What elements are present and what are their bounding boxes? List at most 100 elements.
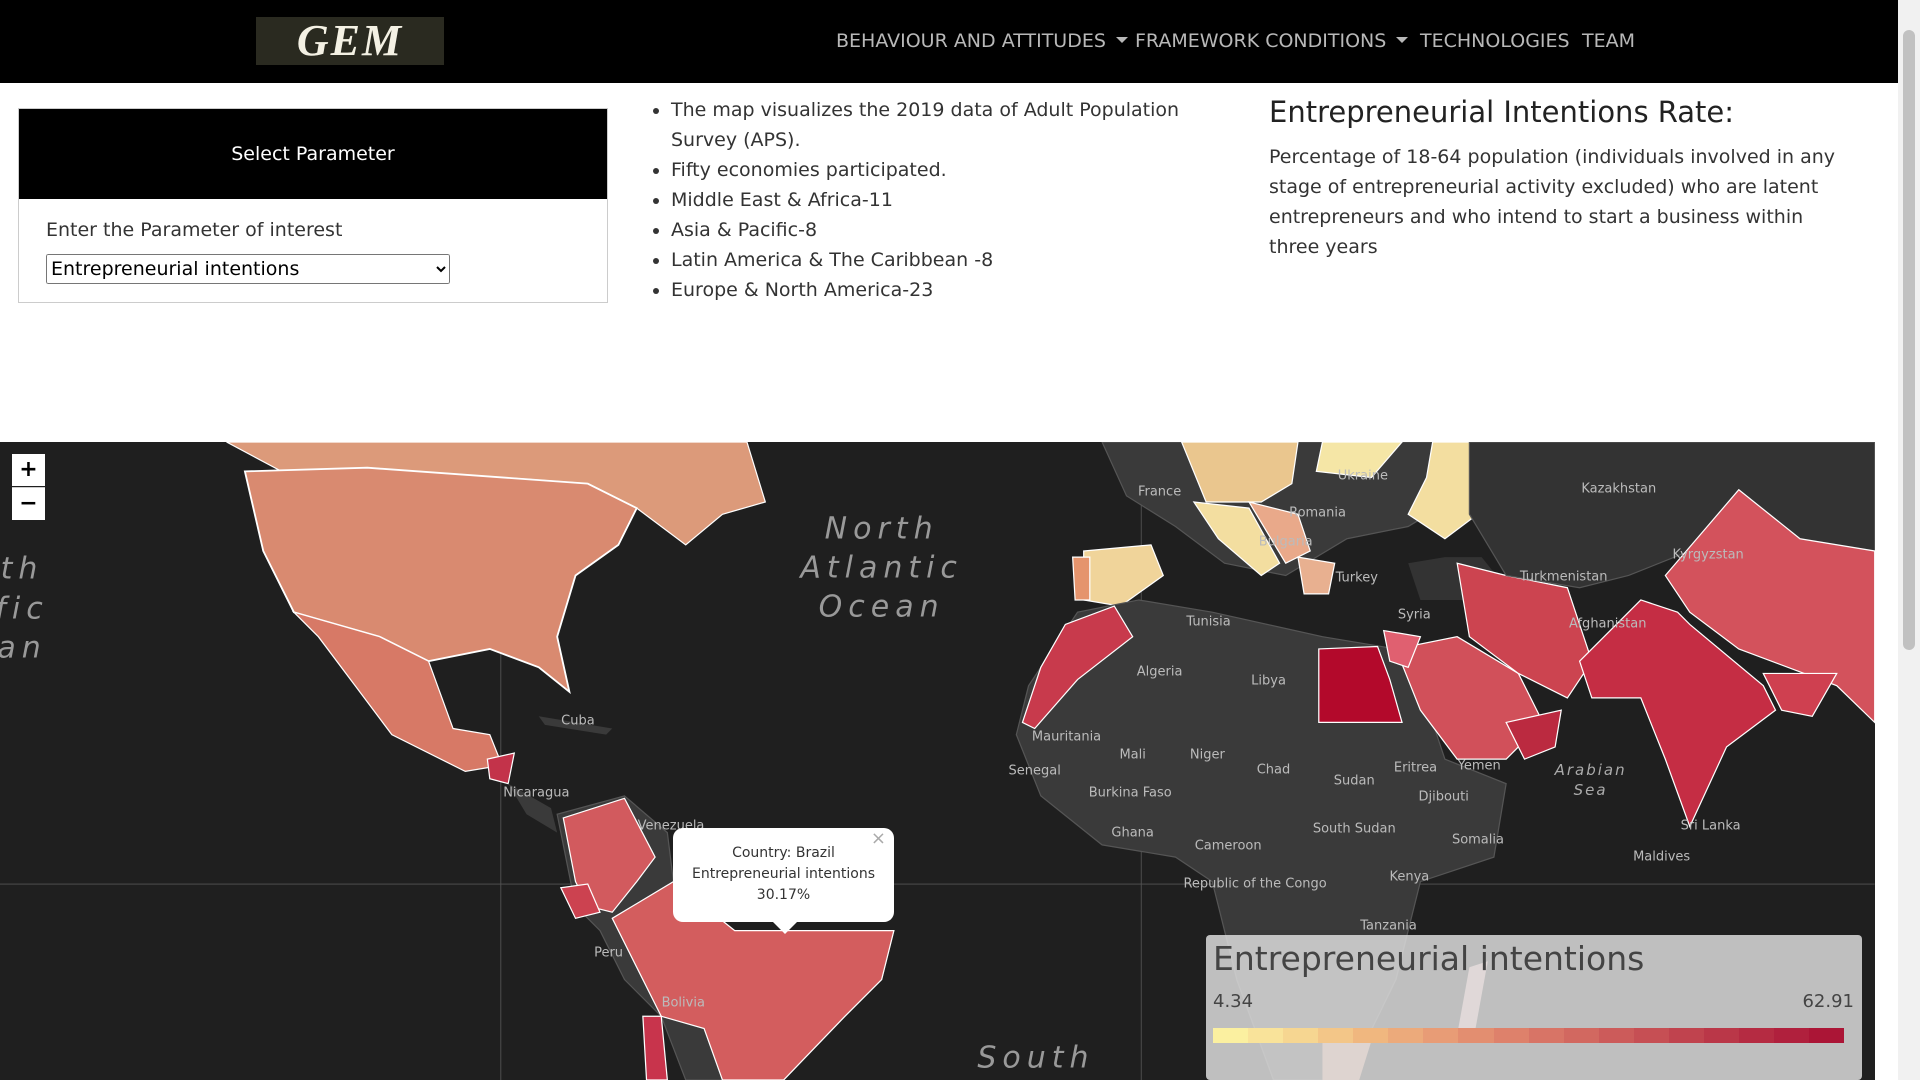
map-label: th [0, 551, 44, 587]
legend-colorbar [1213, 1028, 1845, 1043]
legend-swatch [1423, 1028, 1459, 1043]
map-label: Algeria [1136, 664, 1183, 680]
map-shapes [0, 442, 1875, 1080]
map-label: Romania [1289, 505, 1346, 521]
tooltip-value: 30.17% [756, 887, 811, 903]
tooltip-country: Country: Brazil [732, 845, 835, 861]
map-label: Sea [1573, 780, 1608, 799]
scroll-thumb[interactable] [1903, 30, 1915, 650]
info-list: The map visualizes the 2019 data of Adul… [644, 95, 1251, 305]
map-label: Afghanistan [1569, 616, 1647, 632]
map-label: Libya [1251, 673, 1286, 689]
map-label: Syria [1397, 607, 1431, 623]
zoom-in[interactable]: + [12, 454, 45, 486]
legend-swatch [1248, 1028, 1284, 1043]
legend-min: 4.34 [1213, 991, 1254, 1012]
map-label: Djibouti [1418, 789, 1469, 805]
map-label: Turkmenistan [1519, 569, 1608, 585]
map-tooltip: × Country: Brazil Entrepreneurial intent… [673, 828, 894, 934]
legend-swatch [1563, 1028, 1599, 1043]
info-bullet: Latin America & The Caribbean -8 [671, 245, 1251, 275]
map-label: Cameroon [1194, 838, 1262, 854]
logo[interactable]: GEM [256, 17, 444, 65]
map-label: Ghana [1111, 825, 1154, 841]
tooltip-close[interactable]: × [870, 828, 886, 849]
legend-max: 62.91 [1802, 991, 1854, 1012]
map-label: France [1137, 484, 1182, 500]
map-label: South [977, 1040, 1095, 1076]
map-label: Arabian [1554, 761, 1627, 780]
legend-swatch [1318, 1028, 1354, 1043]
map-label: Maldives [1633, 849, 1691, 865]
map-label: Bulgaria [1258, 534, 1313, 550]
legend-swatch [1668, 1028, 1704, 1043]
map-label: Peru [594, 945, 624, 961]
parameter-select[interactable]: Entrepreneurial intentions [46, 254, 450, 284]
info-bullet: Asia & Pacific-8 [671, 215, 1251, 245]
navbar: GEM BEHAVIOUR AND ATTITUDES FRAMEWORK CO… [0, 0, 1898, 83]
info-bullet: The map visualizes the 2019 data of Adul… [671, 95, 1251, 155]
map-label: Sudan [1333, 773, 1375, 789]
legend-swatch [1458, 1028, 1494, 1043]
map-label: Senegal [1008, 763, 1061, 779]
map-label: Ukraine [1337, 468, 1388, 484]
info-bullet: Middle East & Africa-11 [671, 185, 1251, 215]
map-label: Atlantic [800, 550, 963, 586]
legend-swatch [1353, 1028, 1389, 1043]
legend-swatch [1774, 1028, 1810, 1043]
map-label: Niger [1189, 747, 1225, 763]
map-label: Somalia [1451, 832, 1504, 848]
legend-title: Entrepreneurial intentions [1213, 939, 1645, 978]
legend-swatch [1528, 1028, 1564, 1043]
map-label: Kazakhstan [1581, 481, 1657, 497]
panel-label: Enter the Parameter of interest [46, 219, 343, 241]
map-label: Tanzania [1360, 918, 1417, 934]
legend-swatch [1598, 1028, 1634, 1043]
legend-swatch [1493, 1028, 1529, 1043]
map-legend: Entrepreneurial intentions 4.34 62.91 [1206, 935, 1862, 1080]
legend-swatch [1738, 1028, 1774, 1043]
nav-item[interactable]: FRAMEWORK CONDITIONS [1135, 30, 1408, 52]
map-label: Mauritania [1031, 729, 1102, 745]
map-canvas [0, 442, 1875, 1080]
map-label: South Sudan [1312, 821, 1396, 837]
map[interactable]: North Atlantic Ocean th fic an Ukraine Kazakhst… [0, 442, 1875, 1080]
legend-swatch [1283, 1028, 1319, 1043]
scrollbar[interactable] [1898, 0, 1920, 1080]
nav-item[interactable]: TEAM [1582, 30, 1636, 52]
map-label: Republic of the Congo [1183, 876, 1327, 892]
map-label: Kenya [1389, 869, 1430, 885]
parameter-panel: Select Parameter Enter the Parameter of … [18, 108, 608, 303]
map-label: Eritrea [1393, 760, 1438, 776]
map-label: Sri Lanka [1680, 818, 1741, 834]
map-label: North [824, 511, 939, 547]
map-label: fic [0, 591, 49, 627]
legend-swatch [1213, 1028, 1249, 1043]
definition-text: Percentage of 18-64 population (individu… [1269, 146, 1836, 258]
legend-swatch [1809, 1028, 1845, 1043]
legend-swatch [1388, 1028, 1424, 1043]
info-bullet: Fifty economies participated. [671, 155, 1251, 185]
nav-item[interactable]: BEHAVIOUR AND ATTITUDES [836, 30, 1128, 52]
legend-swatch [1633, 1028, 1669, 1043]
map-label: Ocean [818, 589, 945, 625]
definition-title: Entrepreneurial Intentions Rate: [1269, 95, 1735, 129]
map-label: Burkina Faso [1088, 785, 1172, 801]
map-label: an [0, 630, 47, 666]
tooltip-parameter: Entrepreneurial intentions [692, 866, 875, 882]
zoom-out[interactable]: − [12, 487, 45, 520]
map-label: Chad [1256, 762, 1291, 778]
map-label: Yemen [1457, 758, 1501, 774]
map-label: Mali [1119, 747, 1146, 763]
map-label: Nicaragua [503, 785, 570, 801]
map-label: Turkey [1335, 570, 1378, 586]
panel-header: Select Parameter [19, 109, 607, 199]
info-bullet: Europe & North America-23 [671, 275, 1251, 305]
legend-swatch [1703, 1028, 1739, 1043]
map-label: Bolivia [661, 995, 705, 1011]
nav-item[interactable]: TECHNOLOGIES [1420, 30, 1570, 52]
map-label: Kyrgyzstan [1672, 547, 1744, 563]
map-label: Tunisia [1186, 614, 1231, 630]
